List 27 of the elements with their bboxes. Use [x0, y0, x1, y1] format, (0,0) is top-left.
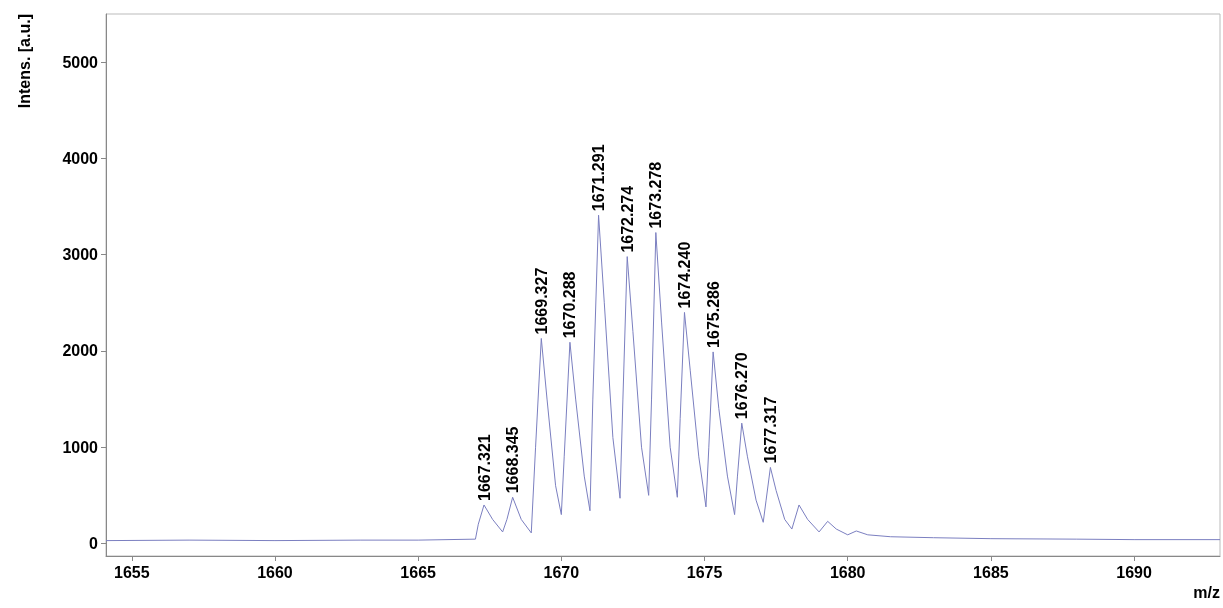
x-tick-label: 1675 — [686, 563, 723, 581]
annotation: 1674.240 — [675, 241, 693, 309]
x-tick-label: 1690 — [1116, 563, 1152, 581]
annotation: 1669.327 — [532, 267, 550, 335]
annotation: 1675.286 — [704, 281, 722, 348]
y-axis-title: Intens. [a.u.] — [15, 14, 33, 109]
annotation: 1670.288 — [561, 271, 579, 339]
y-tick-label: 2000 — [62, 342, 99, 360]
annotation: 1671.291 — [590, 144, 608, 212]
x-tick-label: 1685 — [973, 563, 1009, 581]
annotation: 1677.317 — [761, 396, 779, 464]
x-tick-label: 1660 — [257, 563, 293, 581]
annotation: 1676.270 — [733, 352, 751, 420]
annotation: 1673.278 — [647, 161, 665, 229]
y-tick-label: 4000 — [62, 149, 99, 167]
x-tick-label: 1655 — [113, 563, 150, 581]
x-tick-label: 1680 — [829, 563, 866, 581]
annotation: 1668.345 — [504, 426, 522, 494]
annotation: 1667.321 — [475, 434, 493, 501]
annotation: 1672.274 — [618, 185, 636, 253]
y-tick-label: 5000 — [62, 53, 99, 71]
y-tick-label: 1000 — [62, 438, 99, 456]
y-tick-label: 3000 — [62, 246, 99, 264]
y-tick-label: 0 — [89, 534, 99, 552]
x-tick-label: 1670 — [543, 563, 580, 581]
x-tick-label: 1665 — [400, 563, 437, 581]
x-axis-title: m/z — [1193, 583, 1220, 601]
